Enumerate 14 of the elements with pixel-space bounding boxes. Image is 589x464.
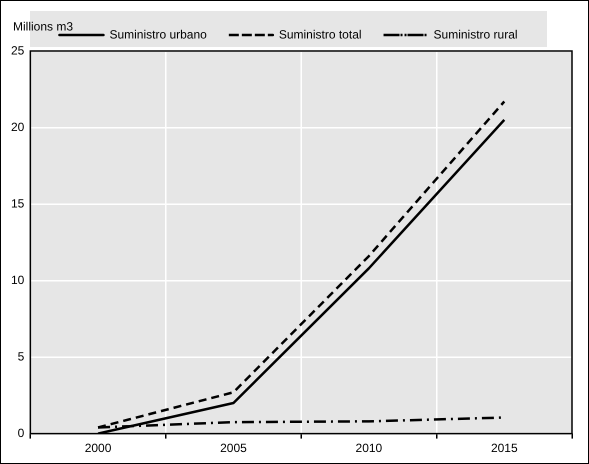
x-tick-label: 2005: [220, 441, 248, 456]
y-axis-title: Millions m3: [13, 19, 74, 34]
x-tick-label: 2000: [84, 441, 112, 456]
y-tick-label: 5: [18, 349, 25, 364]
legend-label: Suministro urbano: [109, 27, 208, 42]
y-tick-label: 0: [18, 426, 25, 440]
y-tick-label: 15: [10, 196, 25, 210]
legend-label: Suministro rural: [434, 27, 518, 42]
x-tick-label: 2010: [356, 441, 383, 456]
y-tick-label: 25: [10, 43, 25, 58]
y-tick-label: 10: [10, 272, 25, 287]
x-tick-label: 2015: [490, 441, 518, 456]
y-tick-label: 20: [10, 120, 25, 134]
legend-label: Suministro total: [278, 27, 362, 42]
